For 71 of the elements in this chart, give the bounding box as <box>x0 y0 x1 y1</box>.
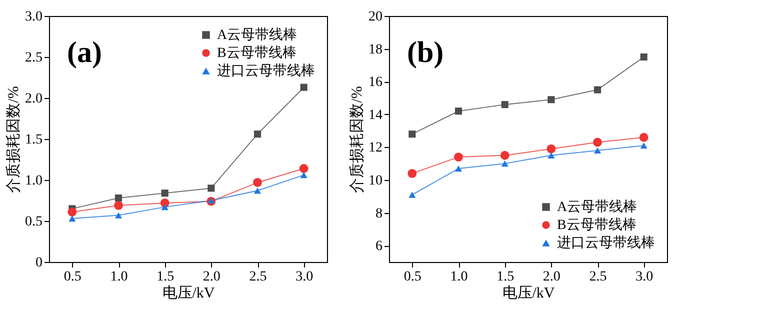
y-axis-title: 介质损耗因数/% <box>348 86 366 193</box>
y-tick-label: 8 <box>376 206 382 222</box>
y-tick-label: 1.0 <box>25 174 42 188</box>
point <box>299 164 308 173</box>
point <box>454 165 462 172</box>
y-tick-label: 18 <box>368 42 382 58</box>
y-tick-label: 12 <box>368 140 382 156</box>
point <box>500 150 510 160</box>
point <box>208 184 215 192</box>
point <box>548 152 555 158</box>
point <box>300 84 308 91</box>
point <box>300 172 308 178</box>
y-tick-label: 2.0 <box>25 92 42 106</box>
point <box>594 147 602 154</box>
x-tick-label: 1.5 <box>156 270 174 284</box>
x-tick-label: 1.0 <box>450 270 468 284</box>
point <box>454 108 462 115</box>
point <box>640 142 648 149</box>
x-tick-label: 0.5 <box>404 270 422 284</box>
legend-label: B云母带线棒 <box>557 217 636 233</box>
annotation: (b) <box>407 36 444 69</box>
y-tick-label: 0.5 <box>25 214 42 230</box>
x-axis-title: 电压/kV <box>502 284 555 302</box>
y-tick-label: 1.5 <box>25 132 42 148</box>
legend-label: A云母带线棒 <box>557 199 638 215</box>
point <box>639 132 648 142</box>
point <box>161 204 168 210</box>
y-tick-label: 0 <box>36 256 42 270</box>
point <box>594 86 602 94</box>
y-tick-label: 3.0 <box>25 10 42 24</box>
point <box>408 192 416 198</box>
x-axis-title: 电压/kV <box>162 284 215 302</box>
point <box>548 96 555 104</box>
point <box>68 215 76 222</box>
y-tick-label: 16 <box>368 75 382 90</box>
point <box>114 194 122 202</box>
x-tick-label: 0.5 <box>64 270 82 284</box>
y-tick-label: 2.5 <box>25 50 42 66</box>
point <box>68 208 77 216</box>
y-tick-label: 14 <box>368 108 382 123</box>
point <box>254 130 262 138</box>
point <box>408 168 417 178</box>
x-tick-label: 3.0 <box>296 270 314 284</box>
point <box>640 53 648 61</box>
point <box>114 200 123 210</box>
y-tick-label: 10 <box>368 174 382 188</box>
point <box>454 152 463 162</box>
x-tick-label: 2.0 <box>202 270 220 284</box>
point <box>501 160 508 167</box>
point <box>408 130 416 138</box>
legend-label: 进口云母带线棒 <box>557 235 655 251</box>
legend-label: A云母带线棒 <box>217 27 298 43</box>
y-tick-label: 6 <box>376 239 382 254</box>
x-tick-label: 2.5 <box>249 270 267 284</box>
y-axis-title: 介质损耗因数/% <box>5 86 22 193</box>
x-tick-label: 1.5 <box>496 270 514 284</box>
legend-label: B云母带线棒 <box>217 45 296 61</box>
point <box>546 144 556 154</box>
x-tick-label: 1.0 <box>110 270 128 284</box>
legend-label: 进口云母带线棒 <box>217 63 315 79</box>
x-tick-label: 3.0 <box>636 270 654 284</box>
point <box>253 178 262 187</box>
x-tick-label: 2.5 <box>589 270 607 284</box>
point <box>161 190 168 197</box>
point <box>593 138 602 147</box>
point <box>114 212 122 218</box>
y-tick-label: 20 <box>368 10 382 24</box>
x-tick-label: 2.0 <box>542 270 560 284</box>
annotation: (a) <box>67 36 102 69</box>
point <box>254 188 262 194</box>
point <box>501 101 508 108</box>
